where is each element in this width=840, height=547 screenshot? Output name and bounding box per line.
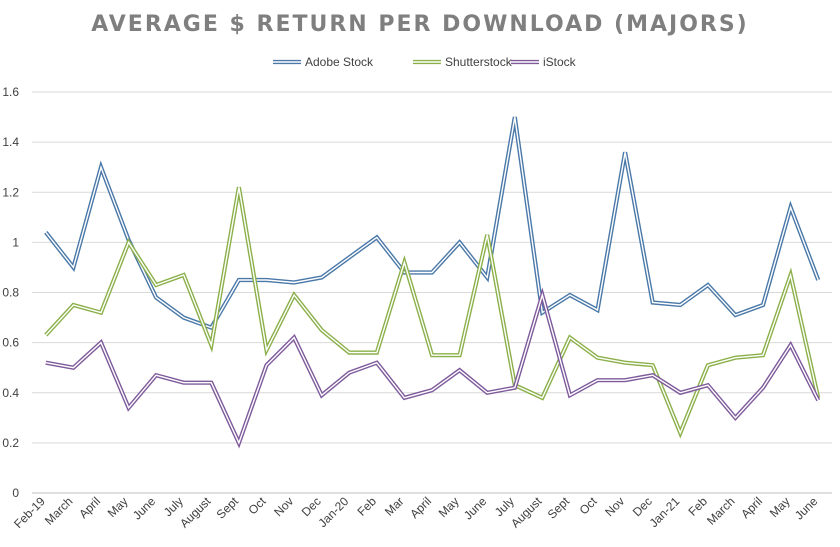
x-tick-label: April xyxy=(738,494,765,521)
legend-item-adobe-stock: Adobe Stock xyxy=(273,55,374,69)
series-line-shutterstock xyxy=(44,186,821,439)
legend-item-shutterstock: Shutterstock xyxy=(413,55,513,69)
x-tick-label: Jan-20 xyxy=(316,494,352,530)
y-tick-label: 1.4 xyxy=(2,135,19,149)
x-tick-label: June xyxy=(792,494,821,523)
x-tick-label: March xyxy=(42,494,75,527)
series-lines xyxy=(44,116,821,449)
series-line-inner-istock xyxy=(45,292,819,445)
x-tick-label: Jan-21 xyxy=(647,494,683,530)
x-tick-label: Oct xyxy=(577,494,601,518)
x-tick-label: May xyxy=(105,494,131,520)
series-line-inner-adobe-stock xyxy=(45,116,819,329)
x-tick-label: August xyxy=(508,494,545,531)
gridlines xyxy=(32,91,832,494)
y-tick-label: 0.8 xyxy=(2,286,19,300)
x-tick-label: Mar xyxy=(382,494,407,519)
y-tick-label: 0.2 xyxy=(2,436,19,450)
chart-title: AVERAGE $ RETURN PER DOWNLOAD (MAJORS) xyxy=(91,12,749,37)
y-tick-label: 0 xyxy=(12,486,19,500)
x-tick-label: March xyxy=(704,494,737,527)
x-tick-label: Nov xyxy=(602,494,627,519)
legend-item-istock: iStock xyxy=(511,55,577,69)
x-tick-label: June xyxy=(461,494,490,523)
x-tick-label: Sept xyxy=(214,494,242,522)
x-tick-label: May xyxy=(436,494,462,520)
x-tick-label: Oct xyxy=(246,494,270,518)
legend-label: Shutterstock xyxy=(445,55,513,69)
legend: Adobe Stock Shutterstock iStock xyxy=(273,55,577,69)
series-line-istock xyxy=(45,287,821,449)
y-axis-tick-labels: 0 0.2 0.4 0.6 0.8 1 1.2 1.4 1.6 xyxy=(2,85,19,500)
series-istock xyxy=(45,287,821,449)
series-shutterstock xyxy=(44,186,821,439)
x-tick-label: June xyxy=(130,494,159,523)
x-tick-label: Nov xyxy=(271,494,296,519)
legend-label: Adobe Stock xyxy=(305,55,374,69)
x-tick-label: April xyxy=(76,494,103,521)
y-tick-label: 0.6 xyxy=(2,336,19,350)
y-tick-label: 1 xyxy=(12,235,19,249)
y-tick-label: 1.2 xyxy=(2,185,19,199)
x-tick-label: May xyxy=(767,494,793,520)
series-adobe-stock xyxy=(44,116,821,331)
y-tick-label: 0.4 xyxy=(2,386,19,400)
legend-label: iStock xyxy=(543,55,577,69)
x-tick-label: Feb xyxy=(354,494,379,519)
y-tick-label: 1.6 xyxy=(2,85,19,99)
series-line-adobe-stock xyxy=(44,116,821,331)
x-tick-label: April xyxy=(407,494,434,521)
series-line-inner-shutterstock xyxy=(45,187,819,435)
x-tick-label: August xyxy=(177,494,214,531)
x-tick-label: Sept xyxy=(545,494,573,522)
